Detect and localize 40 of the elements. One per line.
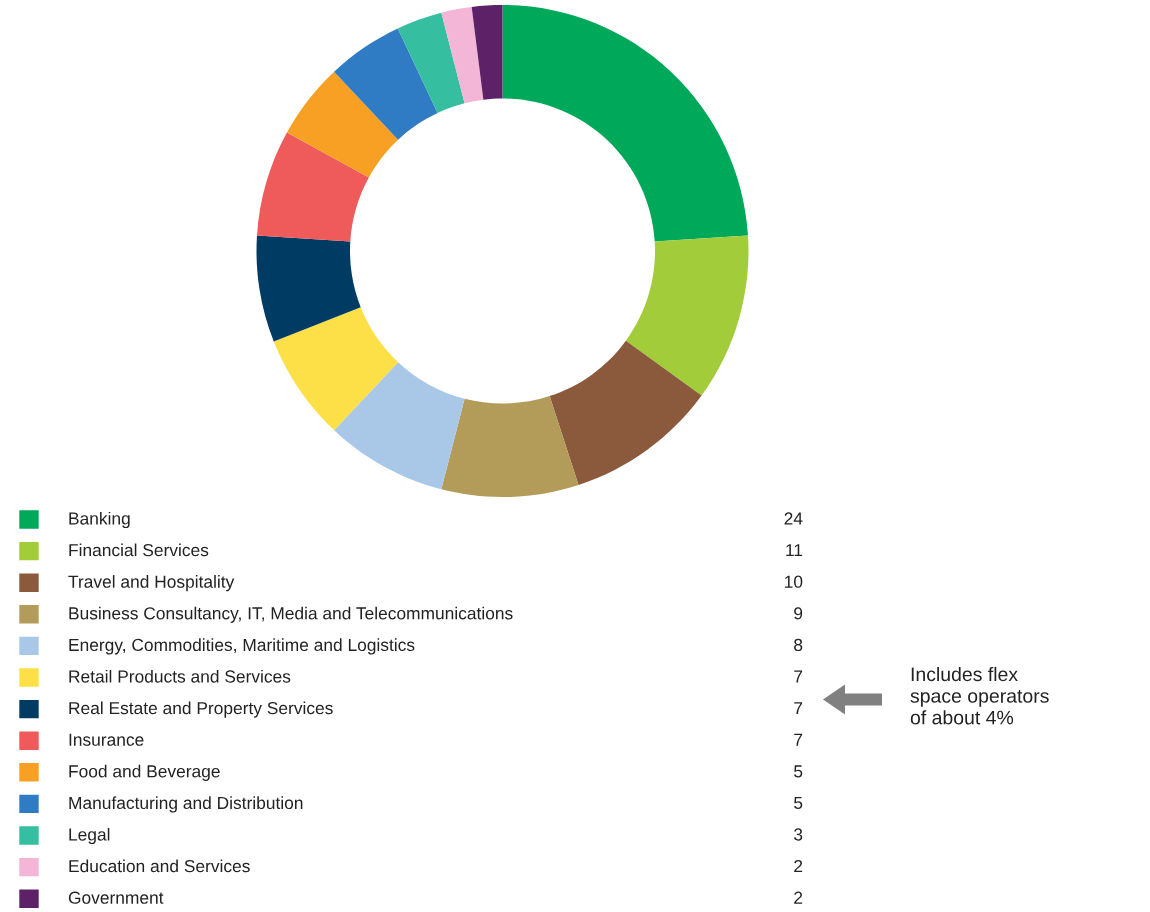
data-label: 5 — [794, 796, 803, 810]
legend-label: Food and Beverage — [69, 764, 220, 781]
data-label: 5 — [794, 765, 803, 778]
data-label: 10 — [785, 575, 803, 588]
legend-label: Insurance — [69, 733, 144, 746]
donut-slice — [397, 12, 465, 113]
donut-slice — [334, 362, 465, 490]
legend-label: Retail Products and Services — [69, 669, 291, 683]
donut-slice — [549, 340, 702, 485]
data-label: 7 — [794, 702, 803, 715]
legend-label: Legal — [69, 827, 110, 845]
donut-slice — [256, 235, 361, 342]
donut-slice — [441, 396, 579, 497]
data-label: 7 — [794, 733, 803, 746]
donut-slice — [625, 235, 749, 396]
donut-slice — [256, 132, 369, 242]
data-label: 24 — [784, 512, 803, 525]
legend-label: Travel and Hospitality — [68, 575, 235, 592]
donut-slice — [471, 5, 503, 100]
legend-label: Education and Services — [69, 859, 250, 873]
data-label: 3 — [794, 828, 803, 841]
legend-label: Business Consultancy, IT, Media and Telecommunications — [69, 606, 513, 623]
legend-label: Government — [68, 891, 164, 904]
donut-slice — [334, 28, 438, 140]
legend-label: Energy, Commodities, Maritime and Logistics — [69, 638, 415, 655]
data-label: 11 — [786, 544, 803, 557]
data-label: 8 — [794, 638, 803, 652]
text: Includes flex space operators of about 4% — [910, 666, 1049, 725]
legend-label: Real Estate and Property Services — [69, 701, 333, 718]
donut-slice — [273, 307, 399, 431]
data-label: 2 — [794, 859, 803, 873]
legend-label: Financial Services — [69, 543, 209, 557]
data-label: 2 — [794, 891, 803, 904]
donut-slice — [286, 71, 399, 178]
donut-slice — [502, 5, 749, 242]
legend-label: Manufacturing and Distribution — [69, 796, 303, 813]
data-label: 7 — [794, 670, 803, 683]
donut-slice — [441, 6, 484, 104]
legend-label: Banking — [69, 511, 130, 529]
data-label: 9 — [794, 607, 803, 620]
